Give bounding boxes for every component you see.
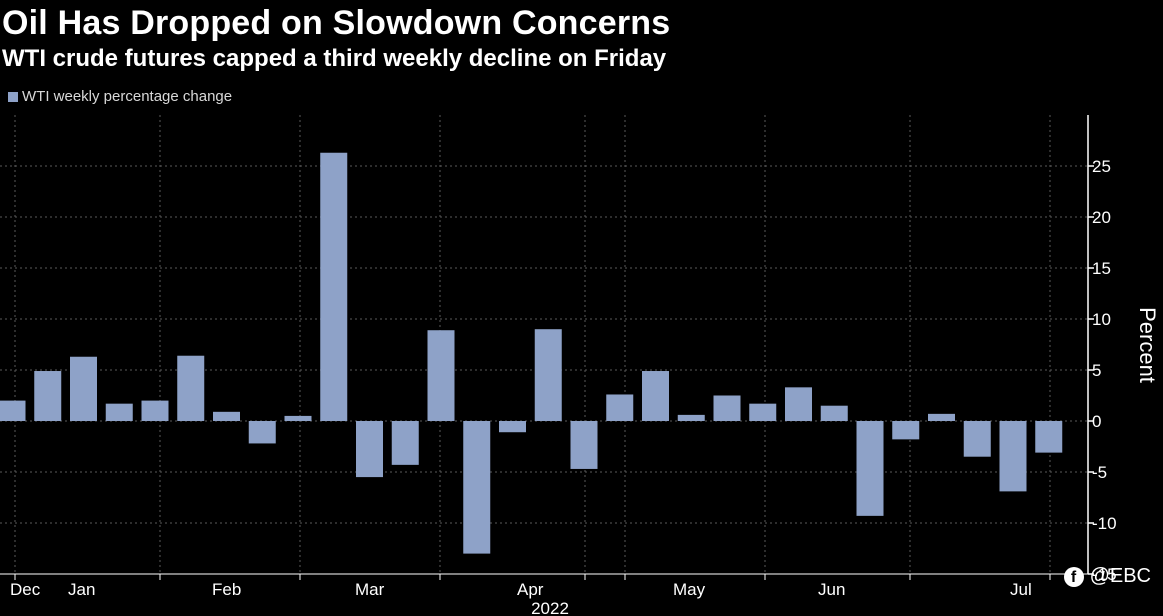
watermark-text: @EBC [1089, 565, 1151, 587]
legend-label: WTI weekly percentage change [22, 88, 233, 105]
bar [606, 394, 634, 421]
y-tick-label: 25 [1092, 157, 1111, 176]
bar [785, 387, 812, 421]
bar [856, 421, 884, 516]
bar [677, 414, 705, 421]
x-tick-label: Apr [517, 580, 544, 599]
y-tick-label: -15 [1092, 565, 1117, 584]
y-axis-label: Percent [1135, 307, 1160, 383]
x-tick-label: May [673, 580, 706, 599]
y-tick-label: 15 [1092, 259, 1111, 278]
y-tick-label: -5 [1092, 463, 1107, 482]
y-tick-label: -10 [1092, 514, 1117, 533]
y-tick-label: 0 [1092, 412, 1101, 431]
x-tick-label: Feb [212, 580, 241, 599]
bar [999, 421, 1027, 492]
x-tick-label: Mar [355, 580, 385, 599]
bar [284, 415, 312, 421]
bar [427, 330, 455, 421]
legend-swatch [8, 91, 18, 102]
bar [534, 329, 562, 421]
legend: WTI weekly percentage change [8, 88, 232, 105]
bar [1035, 421, 1063, 453]
y-tick-label: 20 [1092, 208, 1111, 227]
facebook-icon: f [1063, 566, 1084, 587]
bar [391, 421, 419, 465]
x-tick-label: Jun [818, 580, 845, 599]
bar [892, 421, 920, 440]
bar [713, 395, 741, 421]
chart-subtitle: WTI crude futures capped a third weekly … [2, 45, 667, 72]
bar [499, 421, 526, 433]
bar [34, 371, 62, 421]
x-tick-label: Jul [1010, 580, 1032, 599]
x-year-label: 2022 [531, 599, 569, 616]
y-tick-label: 5 [1092, 361, 1101, 380]
bar [928, 413, 955, 421]
bar [141, 400, 169, 421]
chart-title: Oil Has Dropped on Slowdown Concerns [2, 4, 671, 42]
bar [820, 405, 848, 421]
bar [248, 421, 276, 444]
bar [749, 403, 777, 421]
bar [320, 152, 348, 422]
x-tick-label: Dec [10, 580, 41, 599]
bar [105, 403, 133, 421]
bar [463, 421, 491, 554]
bar [70, 356, 97, 421]
y-tick-label: 10 [1092, 310, 1111, 329]
bar [570, 421, 598, 469]
bar [963, 421, 991, 457]
bar [356, 421, 383, 478]
bar [177, 355, 205, 421]
bar [642, 371, 669, 421]
x-tick-label: Jan [68, 580, 95, 599]
watermark: f @EBC [1063, 565, 1151, 588]
bar [213, 411, 240, 421]
bar [0, 400, 26, 421]
